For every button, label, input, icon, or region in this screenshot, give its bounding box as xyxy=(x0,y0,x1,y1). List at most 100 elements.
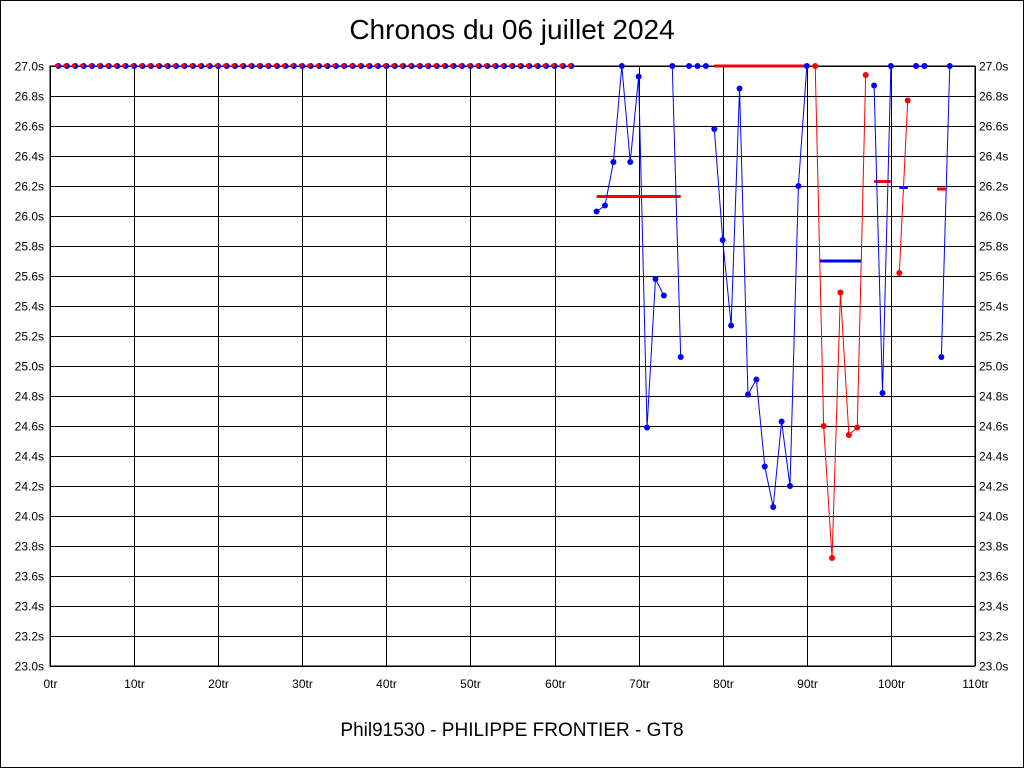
y-tick-label-left: 26.0s xyxy=(15,210,44,224)
capped-lap-point-red xyxy=(458,63,463,68)
capped-lap-point-red xyxy=(475,63,480,68)
capped-lap-point-red xyxy=(206,63,211,68)
data-point xyxy=(677,354,684,360)
capped-lap-point-red xyxy=(509,63,513,68)
data-point xyxy=(837,289,844,296)
x-tick-label: 70tr xyxy=(629,677,650,691)
data-point xyxy=(744,391,751,398)
y-tick-label-right: 25.4s xyxy=(979,300,1008,314)
y-tick-label-right: 26.8s xyxy=(979,90,1008,104)
y-tick-label-right: 27.0s xyxy=(979,60,1008,74)
capped-lap-point-red xyxy=(71,63,76,68)
data-point xyxy=(879,390,886,396)
y-tick-label-left: 26.8s xyxy=(15,90,44,104)
x-tick-label: 0tr xyxy=(43,677,57,691)
y-tick-label-left: 24.8s xyxy=(15,390,44,404)
capped-lap-point-red xyxy=(239,63,244,68)
capped-lap-point-red xyxy=(324,63,328,68)
capped-lap-point-red xyxy=(525,63,530,68)
capped-lap-point-red xyxy=(433,63,438,68)
capped-lap-point-red xyxy=(559,63,564,68)
y-tick-label-right: 25.8s xyxy=(979,240,1008,254)
data-point xyxy=(770,504,777,510)
capped-lap-point-red xyxy=(534,63,539,68)
capped-lap-point-red xyxy=(281,63,286,68)
y-tick-label-right: 23.6s xyxy=(979,570,1008,584)
capped-lap-point-red xyxy=(172,63,177,68)
capped-lap-point-red xyxy=(256,63,261,68)
data-point xyxy=(644,424,651,431)
capped-lap-point-red xyxy=(231,63,236,68)
y-tick-label-right: 23.0s xyxy=(979,660,1008,674)
data-point xyxy=(803,63,810,69)
capped-lap-point-red xyxy=(113,63,118,68)
y-tick-label-left: 23.6s xyxy=(15,570,44,584)
capped-lap-point-red xyxy=(483,63,488,68)
capped-lap-point-red xyxy=(197,63,202,68)
y-tick-label-right: 24.6s xyxy=(979,420,1008,434)
capped-lap-point-red xyxy=(54,63,59,68)
data-point xyxy=(904,97,911,104)
x-tick-label: 100tr xyxy=(878,677,905,691)
y-tick-label-left: 25.2s xyxy=(15,330,44,344)
data-point xyxy=(871,82,878,89)
x-tick-label: 110tr xyxy=(962,677,988,691)
y-tick-label-right: 24.4s xyxy=(979,450,1008,464)
capped-lap-point-red xyxy=(122,63,127,68)
y-tick-label-right: 23.4s xyxy=(979,600,1008,614)
y-tick-label-left: 23.0s xyxy=(15,660,44,674)
data-point xyxy=(829,555,836,561)
series-line xyxy=(898,100,909,274)
x-tick-label: 30tr xyxy=(292,677,313,691)
y-tick-label-left: 23.4s xyxy=(15,600,44,614)
capped-lap-point-red xyxy=(424,63,429,68)
data-point xyxy=(896,270,903,276)
data-point xyxy=(753,376,760,383)
data-point xyxy=(610,159,617,165)
chart-title: Chronos du 06 juillet 2024 xyxy=(349,14,675,45)
capped-lap-point-red xyxy=(366,63,371,68)
data-point xyxy=(812,63,819,69)
y-tick-label-right: 26.0s xyxy=(979,210,1008,224)
capped-lap-point-red xyxy=(340,63,345,68)
data-point xyxy=(778,418,785,425)
data-point xyxy=(702,63,709,69)
capped-lap-point-red xyxy=(551,63,556,68)
capped-lap-point-red xyxy=(130,63,135,68)
x-tick-label: 80tr xyxy=(713,677,734,691)
y-tick-label-left: 25.8s xyxy=(15,240,44,254)
data-point xyxy=(736,85,743,92)
y-tick-label-left: 24.4s xyxy=(15,450,44,464)
y-tick-label-left: 26.2s xyxy=(15,180,44,194)
series-line xyxy=(940,65,951,358)
capped-lap-point-red xyxy=(382,63,387,68)
data-point xyxy=(913,63,920,69)
capped-lap-point-red xyxy=(315,63,320,68)
capped-lap-point-red xyxy=(466,63,471,68)
data-point xyxy=(921,63,928,69)
capped-lap-point-red xyxy=(139,63,143,68)
capped-lap-point-red xyxy=(290,63,295,68)
data-point xyxy=(820,423,827,429)
data-point xyxy=(761,463,768,470)
series-line xyxy=(671,65,682,358)
data-point xyxy=(686,63,693,69)
data-point xyxy=(887,63,894,69)
data-point xyxy=(787,483,793,489)
y-tick-label-left: 23.2s xyxy=(15,630,44,644)
capped-lap-point-red xyxy=(492,63,497,68)
y-tick-label-right: 24.0s xyxy=(979,510,1008,524)
data-point xyxy=(627,159,634,165)
y-tick-label-left: 26.6s xyxy=(15,120,44,134)
data-point xyxy=(711,126,718,132)
capped-lap-point-red xyxy=(450,63,455,68)
capped-lap-point-red xyxy=(164,63,169,68)
y-tick-label-right: 26.2s xyxy=(979,180,1008,194)
x-tick-label: 40tr xyxy=(376,677,397,691)
y-tick-label-right: 24.2s xyxy=(979,480,1008,494)
series-line xyxy=(713,65,808,508)
data-point xyxy=(845,432,852,438)
y-tick-label-right: 25.0s xyxy=(979,360,1008,374)
y-tick-label-left: 24.6s xyxy=(15,420,44,434)
